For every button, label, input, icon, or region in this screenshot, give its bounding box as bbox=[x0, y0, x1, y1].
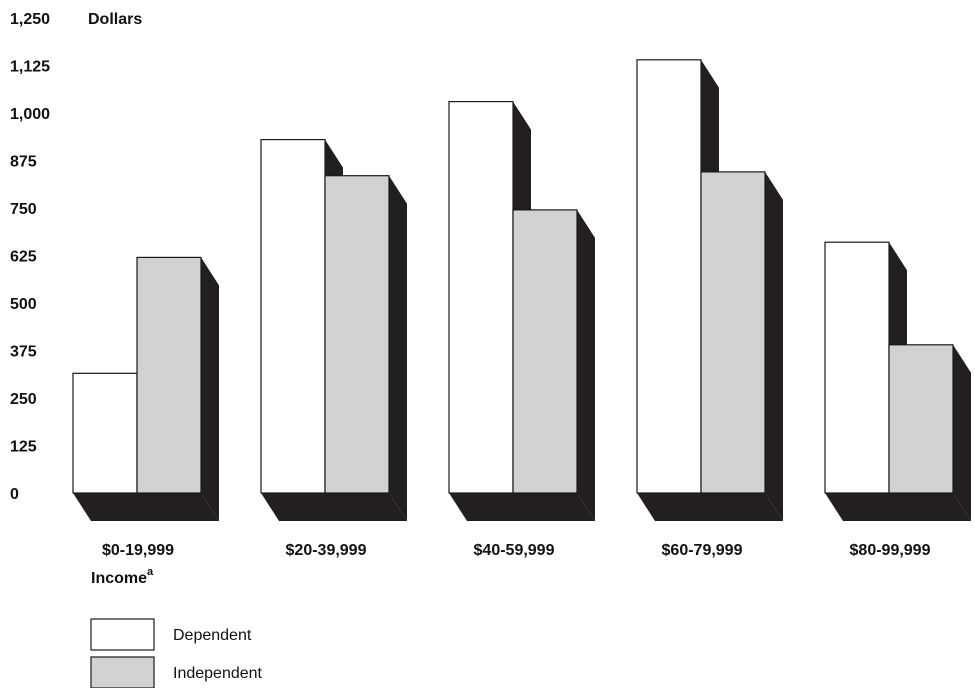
y-tick-label: 1,125 bbox=[10, 59, 50, 76]
x-tick-label: $0-19,999 bbox=[102, 542, 174, 559]
y-tick-label: 1,000 bbox=[10, 106, 50, 123]
y-tick-label: 250 bbox=[10, 391, 37, 408]
x-tick-label: $40-59,999 bbox=[474, 542, 555, 559]
bars bbox=[72, 59, 954, 494]
legend-swatch bbox=[90, 618, 155, 651]
legend-label: Independent bbox=[173, 665, 263, 682]
bar bbox=[260, 139, 326, 494]
y-tick-label: 750 bbox=[10, 201, 37, 218]
legend-label: Dependent bbox=[173, 627, 252, 644]
y-tick-label: 1,250 bbox=[10, 11, 50, 28]
bar bbox=[72, 372, 138, 494]
y-axis-ticks: 0 125 250 375 500 625 750 875 1,000 1,125 1,250 bbox=[10, 11, 50, 503]
bar-side-shadow bbox=[953, 344, 971, 521]
bar bbox=[824, 241, 890, 494]
y-tick-label: 375 bbox=[10, 344, 37, 361]
y-tick-label: 875 bbox=[10, 154, 37, 171]
bar bbox=[324, 175, 390, 494]
bar bbox=[136, 256, 202, 494]
bar bbox=[700, 171, 766, 494]
x-tick-label: $20-39,999 bbox=[286, 542, 367, 559]
bar-side-shadow bbox=[577, 209, 595, 521]
bar-side-shadow bbox=[389, 175, 407, 521]
x-tick-label: $80-99,999 bbox=[850, 542, 931, 559]
y-tick-label: 0 bbox=[10, 486, 19, 503]
bar-side-shadow bbox=[765, 171, 783, 521]
y-tick-label: 625 bbox=[10, 249, 37, 266]
y-tick-label: 500 bbox=[10, 296, 37, 313]
x-axis-title-text: Income bbox=[91, 570, 147, 587]
bar bbox=[512, 209, 578, 494]
y-axis-title: Dollars bbox=[88, 11, 142, 28]
y-tick-label: 125 bbox=[10, 439, 37, 456]
bar bbox=[448, 100, 514, 494]
bar-side-shadow bbox=[201, 257, 219, 521]
x-axis-ticks: $0-19,999 $20-39,999 $40-59,999 $60-79,999 $… bbox=[102, 542, 931, 559]
x-axis-title-superscript: a bbox=[147, 566, 154, 578]
legend-swatch bbox=[90, 656, 155, 688]
x-axis-title: Incomea bbox=[91, 566, 154, 587]
bar bbox=[636, 59, 702, 494]
legend: Dependent Independent bbox=[90, 618, 263, 688]
bar bbox=[888, 344, 954, 494]
x-tick-label: $60-79,999 bbox=[662, 542, 743, 559]
